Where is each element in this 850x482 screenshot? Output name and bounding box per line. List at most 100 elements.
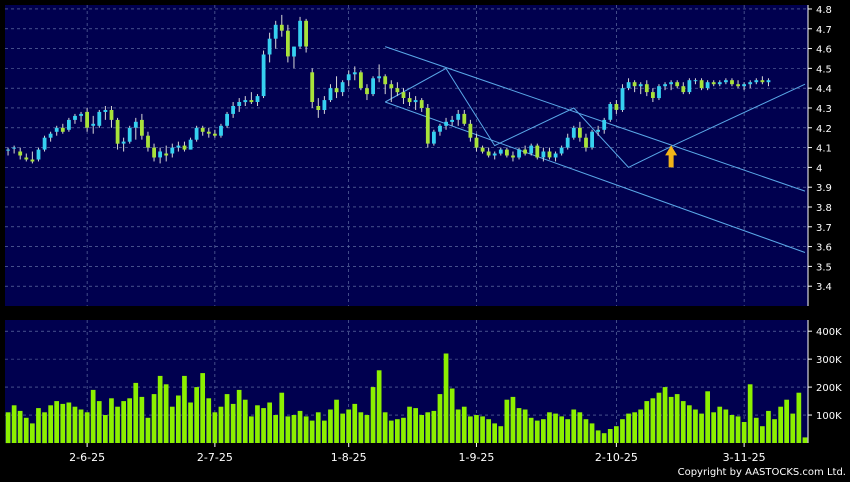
candle-body <box>152 147 156 158</box>
candle <box>730 78 734 87</box>
volume-bar <box>419 415 424 443</box>
candle-body <box>213 133 217 136</box>
volume-bar <box>784 399 789 443</box>
candle <box>419 98 424 112</box>
candle <box>590 129 594 150</box>
volume-bar <box>401 417 406 443</box>
volume-bar <box>638 409 643 443</box>
candle <box>279 14 284 37</box>
candle-body <box>626 82 631 89</box>
candle <box>760 76 765 85</box>
candle-body <box>103 110 108 112</box>
candle <box>766 78 771 87</box>
price-tick-label: 4 <box>816 163 822 174</box>
volume-bar <box>461 406 467 443</box>
candle <box>675 80 680 89</box>
candle-body <box>97 111 102 126</box>
candle-body <box>79 113 83 116</box>
candle-body <box>596 129 600 132</box>
candle-body <box>456 113 461 120</box>
candle <box>176 141 181 152</box>
volume-panel <box>5 320 808 443</box>
volume-bar <box>693 409 698 443</box>
trendline <box>384 67 806 169</box>
volume-bar <box>163 384 169 443</box>
candle <box>200 125 205 136</box>
candle-body <box>389 84 394 89</box>
candle-body <box>237 102 242 106</box>
candle <box>42 135 47 152</box>
candle <box>243 96 248 106</box>
candle-body <box>12 147 16 149</box>
volume-bar <box>802 437 808 443</box>
candle <box>127 125 132 144</box>
candle <box>18 147 23 160</box>
candle-body <box>115 119 120 144</box>
candle <box>371 76 375 97</box>
candle-body <box>140 119 144 136</box>
price-grid <box>5 5 808 306</box>
date-tick-label: 2-6-25 <box>69 451 105 464</box>
candle-body <box>535 145 540 158</box>
candle-body <box>24 157 29 160</box>
volume-bar <box>796 392 802 443</box>
candle <box>188 137 193 150</box>
candle-body <box>73 115 77 120</box>
volume-bar <box>249 416 254 443</box>
candle-body <box>620 88 625 110</box>
candle-body <box>486 151 491 156</box>
candle-body <box>298 20 302 47</box>
candle-body <box>377 76 381 79</box>
volume-bar <box>522 409 528 443</box>
candle-body <box>225 113 229 126</box>
candle-body <box>407 98 412 103</box>
candle <box>693 78 698 85</box>
candle <box>316 98 321 118</box>
volume-bar <box>680 401 686 443</box>
candle <box>632 80 637 93</box>
price-tick-label: 3.8 <box>816 203 832 214</box>
candle <box>97 109 102 128</box>
candle <box>456 109 461 126</box>
candle <box>565 133 570 150</box>
candle <box>237 98 242 112</box>
volume-bar <box>23 417 29 443</box>
candle <box>182 141 187 152</box>
candle-body <box>194 127 199 140</box>
candle-body <box>432 131 436 144</box>
volume-bar <box>644 401 650 443</box>
volume-bar <box>425 412 431 444</box>
candle-body <box>717 82 722 85</box>
price-tick-label: 3.4 <box>816 282 832 293</box>
volume-bar <box>66 402 72 443</box>
copyright-text: Copyright by AASTOCKS.com Ltd. <box>678 467 846 478</box>
volume-bar <box>267 402 272 443</box>
volume-bar <box>778 406 783 443</box>
volume-bar <box>753 417 759 443</box>
volume-bar <box>5 412 11 444</box>
candle <box>249 92 254 105</box>
candle <box>85 107 89 132</box>
candle-body <box>164 153 169 156</box>
candle-body <box>176 145 181 148</box>
candle-body <box>547 151 552 158</box>
signal-arrow-layer <box>665 145 678 168</box>
volume-bar <box>17 410 23 443</box>
price-panel <box>5 5 808 306</box>
candle-body <box>541 151 546 158</box>
volume-bar <box>437 394 443 443</box>
candle <box>663 82 667 91</box>
candle <box>584 133 588 152</box>
candle <box>529 143 534 156</box>
volume-bar <box>78 409 84 443</box>
date-tick-label: 1-9-25 <box>458 451 494 464</box>
candle <box>298 16 302 49</box>
volume-bar <box>145 417 151 443</box>
candle <box>91 115 96 134</box>
volume-bar <box>711 412 716 444</box>
volume-bar <box>30 423 35 443</box>
candle-body <box>352 72 357 75</box>
candle-body <box>614 104 619 110</box>
candle <box>346 70 351 87</box>
candle <box>438 123 442 136</box>
